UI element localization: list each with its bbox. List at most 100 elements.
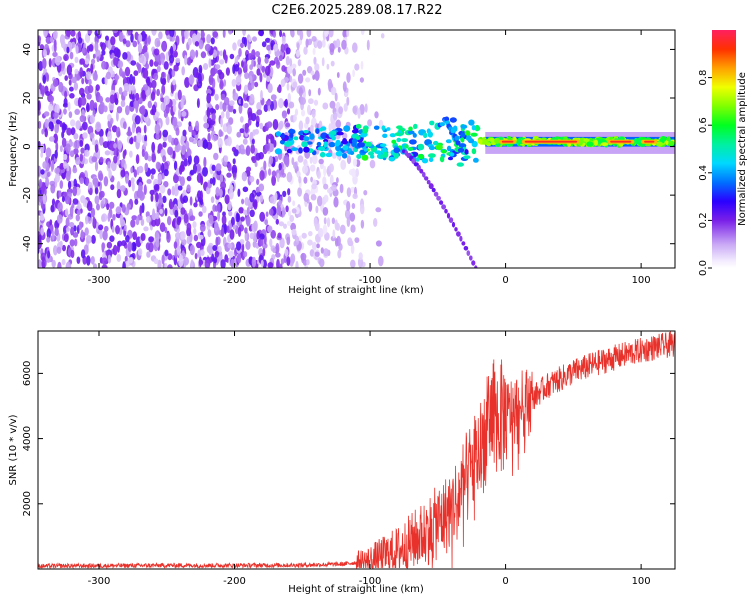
spectrogram-noise-blob: [292, 68, 297, 77]
spectrogram-noise-blob: [126, 203, 131, 209]
spectrogram-noise-blob: [212, 31, 218, 38]
colorbar-ticks: 0.0 0.2 0.4 0.6 0.8: [698, 70, 712, 276]
spectrogram-noise-blob: [267, 262, 274, 268]
spectrogram-noise-blob: [191, 130, 196, 136]
spectrogram-noise-blob: [209, 178, 213, 185]
spectrogram-noise-blob: [226, 172, 232, 178]
doppler-down-blob: [433, 191, 439, 197]
spectrogram-noise-blob: [86, 200, 93, 212]
spectrogram-noise-blob: [214, 221, 219, 232]
spectrogram-noise-blob: [333, 196, 339, 208]
spectrogram-noise-blob: [127, 241, 133, 253]
spectrogram-noise-blob: [220, 226, 225, 238]
snr-series-line: [38, 331, 675, 569]
spectrogram-noise-blob: [232, 158, 236, 165]
spectrogram-noise-blob: [173, 187, 179, 197]
spectrogram-noise-blob: [279, 30, 283, 38]
spectrogram-noise-blob: [280, 78, 286, 88]
spectrogram-noise-blob: [74, 68, 79, 75]
spectrogram-noise-blob: [132, 75, 136, 86]
spectrogram-noise-blob: [102, 141, 109, 149]
spectrogram-noise-blob: [239, 116, 244, 123]
spectrogram-noise-blob: [85, 235, 92, 244]
spectrogram-noise-blob: [193, 227, 197, 235]
spectrogram-noise-blob: [84, 143, 90, 153]
spectrogram-noise-blob: [72, 185, 78, 197]
spectrogram-noise-blob: [230, 216, 235, 228]
carrier-blob: [365, 141, 372, 147]
spectrogram-noise-blob: [153, 258, 159, 265]
spectrogram-noise-blob: [280, 258, 285, 265]
spectrogram-noise-blob: [133, 169, 138, 178]
spectrogram-noise-blob: [160, 96, 164, 103]
spectrogram-noise-blob: [58, 190, 62, 198]
spectrogram-noise-blob: [57, 202, 63, 212]
spectrogram-noise-blob: [153, 48, 160, 56]
spectrogram-noise-blob: [189, 244, 195, 256]
spectrogram-noise-blob: [239, 239, 245, 245]
spectrogram-noise-blob: [169, 30, 175, 38]
snr-panel: -300 -200 -100 0 100 2000 4000 6000 Height of s…: [8, 330, 676, 595]
spectrogram-noise-blob: [311, 117, 317, 128]
spectrogram-noise-blob: [334, 92, 338, 102]
spectrogram-noise-blob: [151, 212, 158, 220]
spectrogram-noise-blob: [137, 248, 143, 256]
spectrogram-noise-blob: [43, 111, 50, 117]
spectrogram-noise-blob: [155, 192, 159, 203]
spectrogram-noise-blob: [67, 180, 72, 190]
spectrogram-noise-blob: [173, 160, 178, 171]
carrier-blob: [275, 131, 281, 137]
spectrogram-noise-blob: [39, 215, 45, 221]
spectrogram-noise-blob: [276, 258, 280, 268]
spectrogram-noise-blob: [231, 78, 237, 87]
spectrogram-noise-blob: [92, 72, 98, 81]
spectrogram-noise-blob: [48, 136, 55, 142]
spectrogram-noise-blob: [285, 156, 290, 168]
spectrogram-noise-blob: [96, 203, 100, 211]
carrier-blob: [439, 122, 446, 127]
spectrogram-noise-blob: [54, 227, 59, 237]
spectrogram-noise-blob: [264, 65, 271, 76]
carrier-blob: [428, 153, 436, 159]
spectrogram-noise-blob: [286, 256, 291, 267]
spectrogram-noise-blob: [203, 156, 207, 168]
spectrogram-marks: [38, 30, 675, 268]
spectrogram-noise-blob: [38, 35, 42, 43]
spectrogram-noise-blob: [77, 37, 83, 44]
carrier-blob: [477, 139, 483, 144]
spectrogram-noise-blob: [163, 169, 169, 177]
spectrogram-noise-blob: [186, 175, 192, 182]
spectrogram-noise-blob: [79, 87, 85, 96]
spectrogram-noise-blob: [109, 235, 115, 242]
spectrogram-noise-blob: [246, 166, 252, 172]
carrier-blob: [474, 124, 480, 132]
spectrogram-noise-blob: [346, 216, 351, 227]
spectrogram-noise-blob: [172, 43, 177, 52]
spectrogram-noise-blob: [38, 193, 44, 203]
spectrogram-noise-blob: [123, 83, 130, 90]
spectrogram-noise-blob: [221, 214, 227, 225]
spectrogram-noise-blob: [220, 117, 224, 128]
spectrogram-noise-blob: [63, 161, 68, 169]
spectrogram-ytick-label: -40: [22, 236, 33, 252]
spectrogram-noise-blob: [69, 150, 75, 158]
spectrogram-noise-blob: [89, 99, 95, 111]
spectrogram-noise-blob: [307, 104, 311, 115]
spectrogram-noise-blob: [247, 53, 253, 60]
spectrogram-noise-blob: [115, 206, 122, 215]
carrier-blob: [404, 144, 409, 149]
spectrogram-noise-blob: [163, 95, 170, 105]
spectrogram-noise-blob: [135, 102, 139, 114]
carrier-blob: [464, 130, 471, 137]
spectrogram-noise-blob: [170, 84, 174, 94]
spectrogram-noise-blob: [67, 101, 71, 112]
spectrogram-noise-blob: [188, 136, 194, 143]
spectrogram-noise-blob: [51, 159, 55, 171]
spectrogram-noise-blob: [165, 30, 170, 36]
spectrogram-noise-blob: [151, 30, 157, 36]
carrier-blob: [586, 141, 594, 147]
spectrogram-noise-blob: [265, 100, 272, 106]
spectrogram-noise-blob: [85, 215, 89, 225]
